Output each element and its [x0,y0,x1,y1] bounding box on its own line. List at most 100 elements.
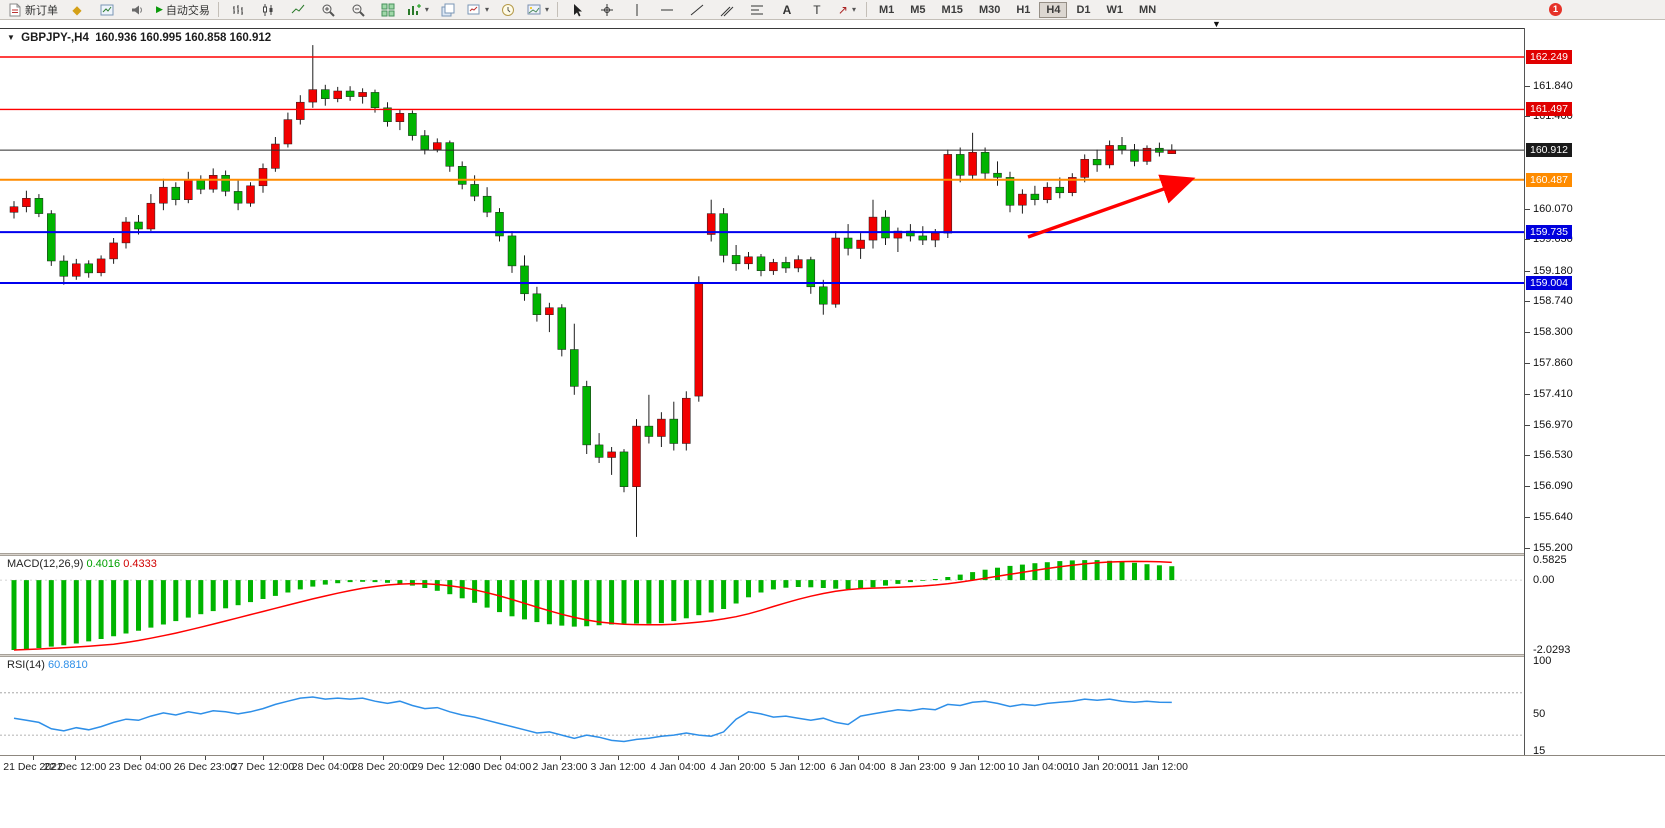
crosshair-tool-button[interactable] [592,0,622,20]
channel-tool-button[interactable] [712,0,742,20]
price-tick-label: 155.200 [1533,542,1573,554]
symbol-dropdown-icon[interactable]: ▼ [7,33,15,42]
timeframe-m5-button[interactable]: M5 [910,3,926,16]
timeframe-h4-button[interactable]: H4 [1039,1,1068,18]
time-label: 9 Jan 12:00 [950,761,1006,773]
time-tick [858,756,859,760]
time-tick [323,756,324,760]
fibonacci-tool-button[interactable] [742,0,772,20]
time-label: 5 Jan 12:00 [770,761,826,773]
horizontal-line-tool-button[interactable] [652,0,682,20]
timeframe-d1-button[interactable]: D1 [1076,3,1091,16]
dropdown-caret-icon: ▾ [851,5,856,14]
notification-badge[interactable]: 1 [1549,3,1562,16]
text-label-tool-button[interactable]: T [802,0,832,20]
toolbar-separator [865,2,867,17]
new-order-button[interactable]: 新订单 [4,0,62,20]
text-tool-button[interactable]: A [772,0,802,20]
main-chart-svg[interactable] [0,28,1524,553]
macd-svg[interactable] [0,556,1524,654]
autotrading-button[interactable]: ▶ 自动交易 [152,0,214,20]
line-chart-icon [291,4,305,13]
sound-button[interactable] [122,0,152,20]
time-tick [798,756,799,760]
price-tick-label: 156.090 [1533,480,1573,492]
time-tick [618,756,619,760]
time-label: 8 Jan 23:00 [890,761,946,773]
timeframe-h1-button[interactable]: H1 [1016,3,1031,16]
new-order-icon [9,3,21,16]
price-tick [1525,362,1530,364]
time-label: 22 Dec 12:00 [43,761,107,773]
image-icon [527,4,541,14]
tile-windows-button[interactable] [373,0,403,20]
bar-chart-mode-button[interactable] [223,0,253,20]
price-tick-label: 156.530 [1533,449,1573,462]
time-label: 21 Dec 2022 [3,761,63,773]
time-tick [738,756,739,760]
horizontal-line-icon [660,9,673,10]
candlestick-mode-button[interactable] [253,0,283,20]
time-label: 6 Jan 04:00 [830,761,886,773]
price-tick [1525,548,1530,549]
candlestick-icon [262,3,273,16]
bar-chart-icon [232,4,243,15]
time-label: 2 Jan 23:00 [532,761,588,773]
period-clock-button[interactable] [493,0,523,20]
panel-separator[interactable] [0,553,1665,556]
arrows-tool-button[interactable]: ↗ ▾ [832,0,862,20]
price-badge: 159.735 [1526,225,1572,240]
speaker-icon [132,5,142,14]
autotrading-label: 自动交易 [165,4,210,17]
cascade-windows-button[interactable] [433,0,463,20]
time-label: 28 Dec 20:00 [351,761,415,773]
timeframe-m30-button[interactable]: M30 [978,3,1001,16]
cursor-icon [573,3,582,16]
metaquotes-button[interactable]: ◆ [62,0,92,20]
toolbar-separator [217,2,219,17]
price-scale[interactable]: 161.840161.400160.070159.630159.180158.7… [1524,28,1665,758]
time-tick [500,756,501,760]
clock-icon [501,3,514,16]
time-label: 28 Dec 04:00 [291,761,355,773]
time-tick [33,756,34,760]
cursor-tool-button[interactable] [562,0,592,20]
price-badge: 160.487 [1526,172,1572,187]
panel-separator[interactable] [0,654,1665,657]
rsi-svg[interactable] [0,657,1524,755]
scroll-to-end-icon[interactable]: ▼ [1212,19,1221,29]
timeframe-m1-button[interactable]: M1 [878,3,895,16]
screenshot-button[interactable]: ▾ [523,0,553,20]
vertical-line-tool-button[interactable] [622,0,652,20]
timeframe-w1-button[interactable]: W1 [1106,3,1124,16]
zoom-in-button[interactable] [313,0,343,20]
price-tick-label: 160.070 [1533,202,1573,215]
rsi-header: RSI(14) 60.8810 [7,659,88,671]
timeframe-mn-button[interactable]: MN [1139,3,1157,16]
price-tick-label: 159.180 [1533,264,1573,277]
time-tick [205,756,206,760]
time-tick [443,756,444,760]
rsi-scale-label: 15 [1533,745,1546,757]
timeframe-m15-button[interactable]: M15 [941,3,963,16]
time-label: 10 Jan 20:00 [1067,761,1129,773]
time-tick [75,756,76,760]
market-watch-button[interactable] [92,0,122,20]
trendline-tool-button[interactable] [682,0,712,20]
text-a-icon: A [782,2,792,17]
cascade-windows-icon [441,3,455,16]
price-tick [1525,301,1530,303]
channel-icon [720,6,734,16]
price-tick [1525,116,1530,118]
line-chart-mode-button[interactable] [283,0,313,20]
zoom-out-button[interactable] [343,0,373,20]
new-chart-button[interactable]: ▾ [463,0,493,20]
toolbar: 新订单 ◆ ▶ 自动交易 [0,0,1665,20]
time-axis[interactable]: 21 Dec 2022 22 Dec 12:00 23 Dec 04:00 26 De… [0,755,1665,777]
rsi-scale-label: 50 [1533,707,1546,720]
text-t-icon: T [813,2,821,17]
indicators-button[interactable]: ▾ [403,0,433,20]
time-tick [560,756,561,760]
time-label: 26 Dec 23:00 [173,761,237,773]
